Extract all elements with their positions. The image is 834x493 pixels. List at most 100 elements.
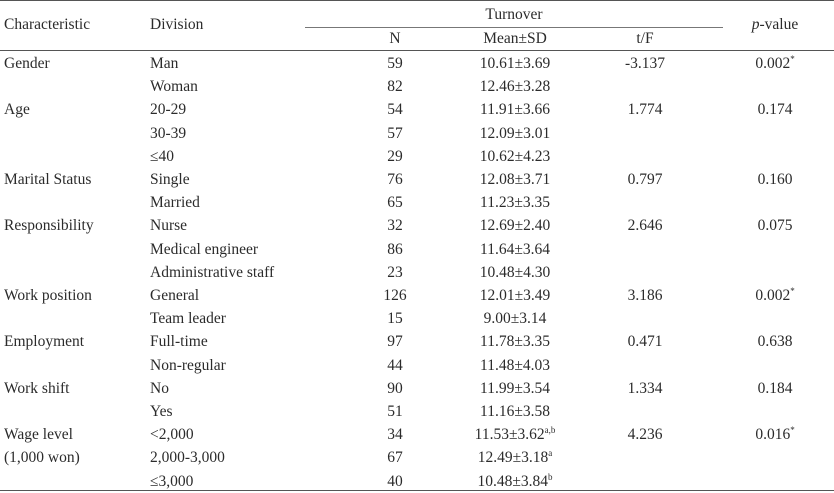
p-value-number: 0.174 xyxy=(757,101,793,119)
row-p-value: 0.174 xyxy=(730,98,820,121)
row-mean-sd: 11.53±3.62a,b xyxy=(420,423,610,446)
row-n: 51 xyxy=(387,403,403,420)
row-division: ≤40 xyxy=(150,147,175,165)
row-n: 23 xyxy=(387,263,403,281)
row-p-value: 0.638 xyxy=(730,330,820,353)
row-characteristic: Age xyxy=(4,101,30,119)
row-tf: 1.334 xyxy=(627,379,663,397)
row-division: 2,000-3,000 xyxy=(150,449,225,467)
row-division: Administrative staff xyxy=(150,263,275,281)
row-characteristic: Work shift xyxy=(4,379,70,397)
row-tf: 3.186 xyxy=(627,287,663,304)
p-value-number: 0.075 xyxy=(757,217,793,235)
header-n: N xyxy=(389,30,401,47)
row-n: 44 xyxy=(387,356,403,374)
mean-sd-footnote: b xyxy=(548,471,553,482)
mean-sd-value: 10.62±4.23 xyxy=(479,147,551,165)
mean-sd-value: 11.23±3.35 xyxy=(480,194,550,212)
row-tf: 0.471 xyxy=(627,333,663,351)
mean-sd-value: 12.46±3.28 xyxy=(479,78,551,96)
header-turnover: Turnover xyxy=(485,6,543,23)
row-n: 67 xyxy=(387,449,403,467)
row-division: Medical engineer xyxy=(150,240,259,258)
p-value-footnote: * xyxy=(790,285,795,296)
p-value-number: 0.638 xyxy=(757,333,793,351)
row-n: 34 xyxy=(387,426,403,444)
row-mean-sd: 11.91±3.66 xyxy=(420,98,610,121)
row-p-value: 0.184 xyxy=(730,377,820,400)
row-division: No xyxy=(150,379,169,397)
row-tf: 2.646 xyxy=(627,217,663,235)
row-mean-sd: 11.16±3.58 xyxy=(420,400,610,423)
row-division: Team leader xyxy=(150,310,226,328)
turnover-group-rule xyxy=(305,27,723,28)
row-division: Married xyxy=(150,194,200,212)
p-value-footnote: * xyxy=(790,425,795,436)
row-mean-sd: 9.00±3.14 xyxy=(420,307,610,330)
row-mean-sd: 11.23±3.35 xyxy=(420,191,610,214)
p-value-number: 0.002 xyxy=(755,55,791,72)
row-n: 65 xyxy=(387,194,403,212)
row-mean-sd: 10.61±3.69 xyxy=(420,52,610,75)
row-division: ≤3,000 xyxy=(150,472,194,490)
p-value-footnote: * xyxy=(790,53,795,64)
row-division: Nurse xyxy=(150,217,188,235)
p-value-number: 0.184 xyxy=(757,379,793,397)
header-characteristic: Characteristic xyxy=(4,16,91,33)
p-value-number: 0.016 xyxy=(755,426,791,444)
row-characteristic: Work position xyxy=(4,287,92,304)
mean-sd-value: 12.49±3.18 xyxy=(477,449,549,467)
row-mean-sd: 11.99±3.54 xyxy=(420,377,610,400)
row-mean-sd: 11.48±4.03 xyxy=(420,354,610,377)
row-mean-sd: 12.08±3.71 xyxy=(420,168,610,191)
mean-sd-value: 11.91±3.66 xyxy=(480,101,550,119)
mean-sd-value: 10.48±4.30 xyxy=(479,263,551,281)
row-characteristic: Marital Status xyxy=(4,171,92,188)
row-n: 15 xyxy=(387,310,403,328)
mean-sd-value: 11.48±4.03 xyxy=(480,356,550,374)
row-n: 97 xyxy=(387,333,403,351)
row-division: Man xyxy=(150,55,179,72)
row-division: 20-29 xyxy=(150,101,187,119)
mean-sd-value: 11.16±3.58 xyxy=(480,403,550,420)
row-p-value: 0.016* xyxy=(730,423,820,446)
mean-sd-value: 12.01±3.49 xyxy=(479,287,551,304)
table-bottom-rule xyxy=(0,489,834,491)
row-n: 32 xyxy=(387,217,403,235)
table-top-rule xyxy=(0,0,834,2)
header-mean-sd: Mean±SD xyxy=(483,30,547,47)
row-n: 76 xyxy=(387,171,403,188)
p-value-number: 0.160 xyxy=(757,171,793,188)
row-tf: 1.774 xyxy=(627,101,663,119)
row-division: Non-regular xyxy=(150,356,226,374)
header-p-suffix: -value xyxy=(759,16,799,33)
mean-sd-value: 12.09±3.01 xyxy=(479,124,551,142)
row-p-value: 0.002* xyxy=(730,52,820,75)
header-tf: t/F xyxy=(636,30,654,47)
header-division: Division xyxy=(150,16,204,33)
row-characteristic: (1,000 won) xyxy=(4,449,80,467)
mean-sd-footnote: a,b xyxy=(544,425,556,436)
row-mean-sd: 10.62±4.23 xyxy=(420,145,610,168)
row-n: 29 xyxy=(387,147,403,165)
mean-sd-value: 9.00±3.14 xyxy=(483,310,547,328)
row-tf: 0.797 xyxy=(627,171,663,188)
row-mean-sd: 12.46±3.28 xyxy=(420,75,610,98)
row-n: 90 xyxy=(387,379,403,397)
row-mean-sd: 12.69±2.40 xyxy=(420,214,610,237)
row-n: 57 xyxy=(387,124,403,142)
row-characteristic: Employment xyxy=(4,333,85,351)
mean-sd-value: 11.78±3.35 xyxy=(480,333,550,351)
row-n: 40 xyxy=(387,472,403,490)
header-p-letter: p xyxy=(751,16,760,33)
row-division: Woman xyxy=(150,78,198,96)
row-mean-sd: 10.48±3.84b xyxy=(420,470,610,493)
row-p-value: 0.160 xyxy=(730,168,820,191)
row-n: 86 xyxy=(387,240,403,258)
row-mean-sd: 11.78±3.35 xyxy=(420,330,610,353)
row-division: Yes xyxy=(150,403,173,420)
row-p-value: 0.002* xyxy=(730,284,820,307)
row-division: General xyxy=(150,287,200,304)
mean-sd-value: 12.08±3.71 xyxy=(479,171,551,188)
